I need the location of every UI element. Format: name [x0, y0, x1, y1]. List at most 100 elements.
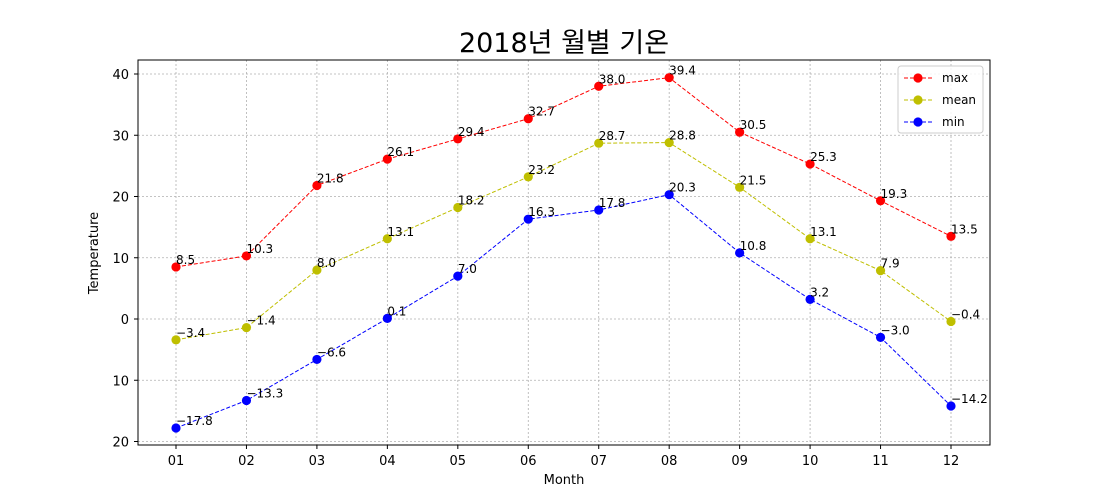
legend-marker-min: [913, 117, 923, 127]
data-label-min: −17.8: [176, 414, 213, 428]
data-label-mean: 18.2: [458, 194, 485, 208]
series-mean: −3.4 −1.4 8.0 13.1 18.2 23.2 28.7 28.8 21.5 13.1 7…: [171, 129, 980, 345]
data-point-max: [523, 114, 533, 124]
y-tick-label: 10: [112, 374, 129, 389]
data-label-min: −14.2: [951, 392, 988, 406]
data-point-mean: [523, 172, 533, 182]
y-tick-label: 30: [112, 129, 129, 144]
data-point-min: [594, 205, 604, 215]
data-label-max: 26.1: [387, 145, 414, 159]
series-line-mean: [175, 142, 952, 341]
y-tick-label: 20: [112, 191, 129, 206]
data-label-mean: 23.2: [528, 163, 555, 177]
y-tick-label: 10: [112, 252, 129, 267]
data-label-max: 39.4: [669, 64, 696, 78]
legend-label-max: max: [942, 71, 968, 85]
chart-title: 2018년 월별 기온: [459, 28, 669, 59]
y-tick-label: 20: [112, 436, 129, 451]
x-tick-label: 02: [238, 454, 255, 469]
data-label-max: 25.3: [810, 150, 837, 164]
legend: max mean min: [897, 65, 984, 134]
data-point-mean: [453, 202, 463, 213]
data-label-mean: 8.0: [317, 256, 336, 270]
x-tick-label: 12: [943, 454, 960, 469]
x-tick-label: 10: [802, 454, 819, 469]
y-axis-label: Temperature: [87, 212, 102, 295]
y-tick-label: 0: [121, 313, 129, 328]
data-point-max: [875, 196, 886, 206]
x-tick-label: 09: [731, 454, 748, 469]
data-label-min: 10.8: [740, 239, 767, 253]
data-label-max: 8.5: [176, 253, 195, 267]
data-point-mean: [382, 234, 392, 244]
data-label-min: −13.3: [246, 386, 283, 400]
data-label-min: 3.2: [810, 285, 829, 299]
x-tick-label: 07: [590, 454, 607, 469]
data-label-max: 32.7: [528, 105, 555, 119]
data-label-max: 30.5: [740, 118, 767, 132]
data-label-mean: −0.4: [951, 307, 980, 321]
data-point-min: [523, 214, 533, 224]
data-series: 8.5 10.3 21.8 26.1 29.4 32.7 38.0 39.4 30.5 25.3 1…: [171, 64, 988, 433]
x-tick-label: 08: [661, 454, 678, 469]
data-point-mean: [171, 335, 181, 345]
y-tick-label: 40: [112, 68, 129, 83]
data-point-max: [382, 154, 392, 164]
data-label-max: 29.4: [458, 125, 485, 139]
data-point-max: [664, 73, 674, 83]
data-point-max: [735, 127, 745, 137]
x-tick-label: 11: [872, 454, 889, 469]
x-axis-label: Month: [544, 473, 585, 488]
data-point-mean: [946, 316, 956, 327]
data-label-mean: 13.1: [387, 225, 414, 239]
data-label-mean: 13.1: [810, 225, 837, 239]
series-line-max: [175, 77, 952, 268]
data-point-max: [805, 159, 815, 169]
x-tick-label: 06: [520, 454, 537, 469]
legend-marker-mean: [913, 95, 923, 105]
data-point-min: [312, 354, 322, 365]
data-label-mean: 28.8: [669, 129, 696, 143]
data-label-max: 38.0: [599, 72, 626, 86]
data-label-mean: 28.7: [599, 129, 626, 143]
data-point-max: [171, 262, 181, 272]
data-label-max: 13.5: [951, 222, 978, 236]
data-point-mean: [312, 265, 322, 275]
data-point-mean: [875, 266, 886, 276]
plot-area-frame: [137, 59, 991, 446]
data-point-max: [312, 180, 322, 191]
data-point-min: [382, 313, 392, 323]
series-min: −17.8 −13.3 −6.6 0.1 7.0 16.3 17.8 20.3 10.8 3.2 −…: [171, 181, 988, 433]
x-tick-label: 01: [168, 454, 185, 469]
data-label-min: 16.3: [528, 205, 555, 219]
data-point-min: [875, 332, 886, 342]
series-line-min: [175, 194, 952, 429]
data-point-min: [735, 248, 745, 258]
legend-box: [897, 65, 984, 134]
data-label-min: 7.0: [458, 262, 477, 276]
data-label-max: 21.8: [317, 171, 344, 185]
axes: 01 02 03 04 05 06 07 08 09 10 11 12 40 30 20 10 0 10 20: [112, 68, 959, 469]
x-tick-label: 04: [379, 454, 396, 469]
data-point-mean: [805, 234, 815, 244]
data-point-max: [453, 134, 463, 144]
data-point-mean: [735, 182, 745, 192]
data-label-min: −6.6: [317, 345, 346, 359]
series-max: 8.5 10.3 21.8 26.1 29.4 32.7 38.0 39.4 30.5 25.3 1…: [171, 64, 978, 272]
data-point-max: [241, 251, 252, 261]
data-point-min: [805, 294, 815, 304]
legend-marker-max: [913, 73, 923, 83]
data-label-mean: −3.4: [176, 326, 205, 340]
data-point-max: [946, 231, 956, 241]
data-point-min: [664, 190, 674, 200]
data-point-min: [453, 271, 463, 281]
data-point-min: [946, 401, 956, 411]
data-label-min: 0.1: [387, 304, 406, 318]
data-label-mean: 7.9: [881, 257, 900, 271]
x-tick-label: 03: [309, 454, 326, 469]
data-label-max: 19.3: [881, 187, 908, 201]
legend-label-mean: mean: [942, 93, 976, 107]
data-point-max: [594, 81, 604, 91]
